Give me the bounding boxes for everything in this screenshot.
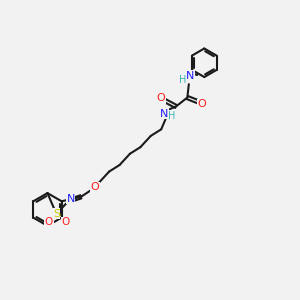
Text: O: O: [45, 217, 53, 227]
Text: N: N: [160, 109, 169, 119]
Text: N: N: [186, 71, 194, 81]
Text: S: S: [53, 209, 60, 219]
Text: O: O: [91, 182, 100, 192]
Text: O: O: [198, 99, 207, 110]
Text: O: O: [62, 217, 70, 227]
Text: N: N: [67, 194, 75, 204]
Text: H: H: [179, 75, 187, 85]
Text: O: O: [157, 93, 166, 103]
Text: H: H: [169, 111, 176, 121]
